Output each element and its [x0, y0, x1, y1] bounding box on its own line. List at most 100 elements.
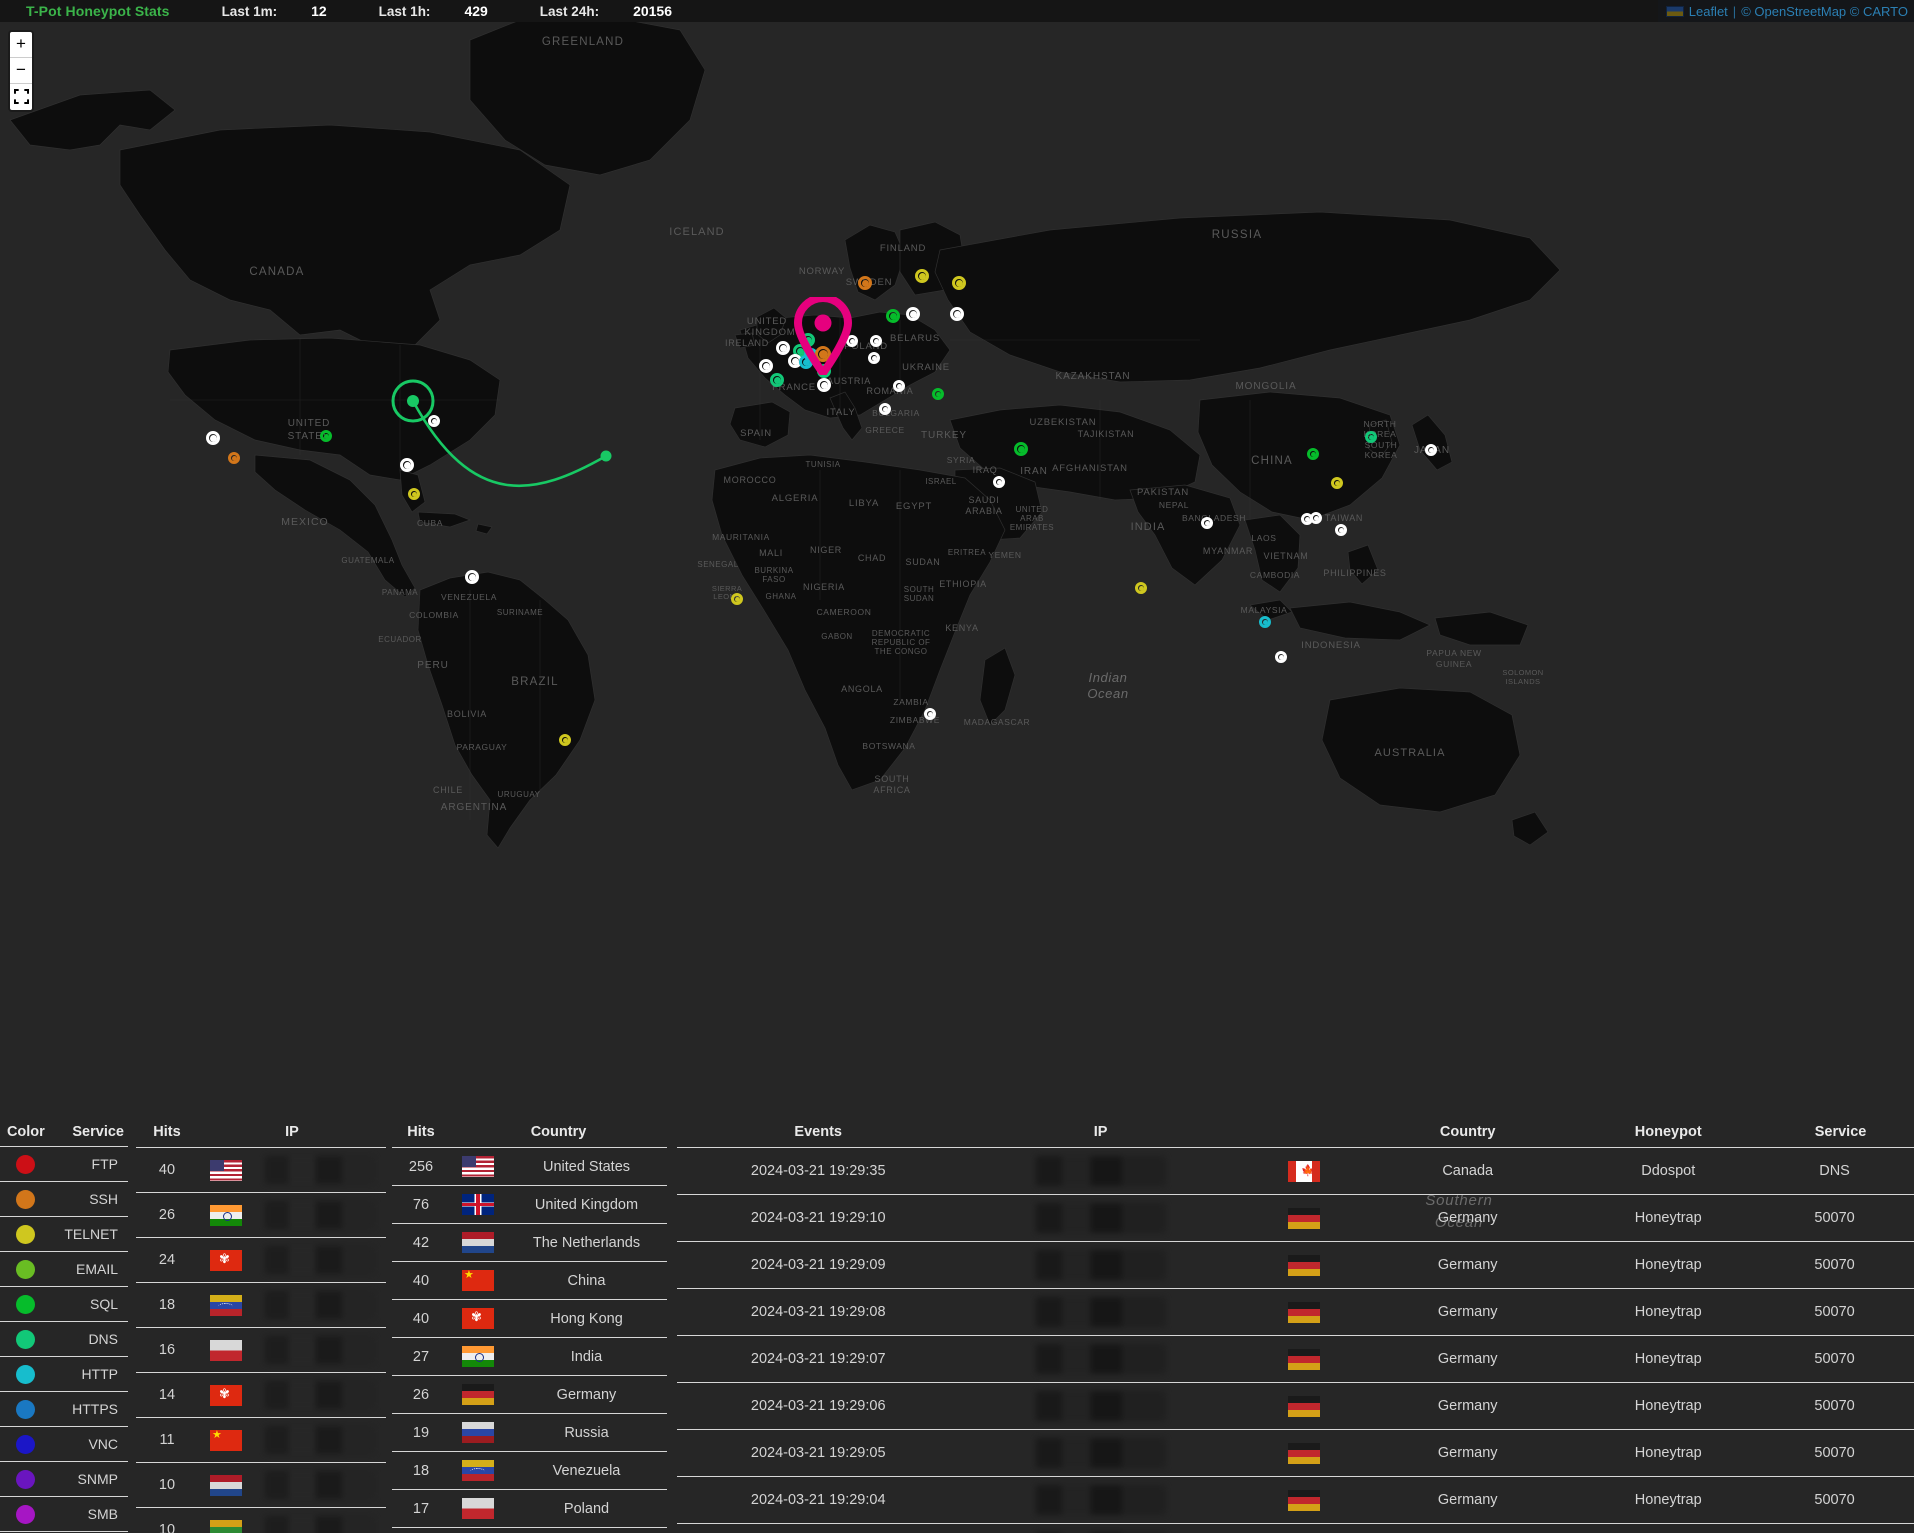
map-label: KOREA — [1363, 429, 1397, 439]
attack-marker[interactable] — [1201, 517, 1213, 529]
hits-cell: 10 — [136, 1462, 198, 1508]
attack-marker[interactable] — [320, 430, 332, 442]
table-row[interactable]: 2024-03-21 19:29:04 Germany Honeytrap 50070 — [677, 1476, 1914, 1524]
table-row[interactable]: 27 India — [392, 1337, 667, 1376]
table-row[interactable]: 26 Germany — [392, 1375, 667, 1414]
table-row[interactable]: 42 The Netherlands — [392, 1223, 667, 1262]
attack-marker[interactable] — [858, 276, 872, 290]
attack-marker[interactable] — [932, 388, 944, 400]
table-row[interactable]: 26 — [136, 1192, 386, 1238]
attack-marker[interactable] — [1425, 444, 1437, 456]
table-row[interactable]: 2024-03-21 19:29:05 Germany Honeytrap 50070 — [677, 1429, 1914, 1477]
table-row[interactable]: 19 Russia — [392, 1413, 667, 1452]
table-row[interactable]: EMAIL — [0, 1251, 128, 1287]
table-row[interactable]: 256 United States — [392, 1147, 667, 1186]
table-row[interactable]: 40 — [136, 1147, 386, 1193]
attack-marker-core — [871, 355, 877, 361]
table-row[interactable]: HTTPS — [0, 1391, 128, 1427]
flag-cell — [1241, 1241, 1367, 1289]
table-row[interactable]: 2024-03-21 19:28:57 United StatesHoneytra… — [677, 1523, 1914, 1533]
table-row[interactable]: 14 — [136, 1372, 386, 1418]
table-row[interactable]: SMB — [0, 1496, 128, 1532]
attack-marker[interactable] — [879, 403, 891, 415]
attack-marker[interactable] — [1135, 582, 1147, 594]
table-row[interactable]: MEDICAL — [0, 1531, 128, 1533]
table-row[interactable]: 10 — [136, 1462, 386, 1508]
stat-label-1h: Last 1h: — [378, 3, 431, 19]
table-row[interactable]: 2024-03-21 19:29:09 Germany Honeytrap 50070 — [677, 1241, 1914, 1289]
zoom-in-button[interactable]: + — [10, 32, 32, 58]
service-legend-panel: Color Service FTP SSH TELNET EMAIL SQL DNS HTT… — [0, 1118, 128, 1533]
attack-marker[interactable] — [915, 269, 929, 283]
attack-marker[interactable] — [465, 570, 479, 584]
table-row[interactable]: SSH — [0, 1181, 128, 1217]
table-row[interactable]: 2024-03-21 19:29:08 Germany Honeytrap 50070 — [677, 1288, 1914, 1336]
attack-marker[interactable] — [1259, 616, 1271, 628]
table-row[interactable]: 18 Venezuela — [392, 1451, 667, 1490]
attack-marker[interactable] — [1301, 513, 1313, 525]
attack-marker[interactable] — [952, 276, 966, 290]
table-row[interactable]: 24 — [136, 1237, 386, 1283]
map-label: ARGENTINA — [440, 802, 508, 813]
attack-marker[interactable] — [1307, 448, 1319, 460]
attack-marker[interactable] — [870, 335, 882, 347]
table-row[interactable]: 40 Hong Kong — [392, 1299, 667, 1338]
table-row[interactable]: 2024-03-21 19:29:35 🍁 Canada Ddospot DNS — [677, 1147, 1914, 1195]
map-label: POLAND — [844, 341, 888, 352]
attack-marker[interactable] — [1335, 524, 1347, 536]
table-row[interactable]: 18 — [136, 1282, 386, 1328]
table-row[interactable]: 76 United Kingdom — [392, 1185, 667, 1224]
table-row[interactable]: SQL — [0, 1286, 128, 1322]
table-row[interactable]: 2024-03-21 19:29:06 Germany Honeytrap 50070 — [677, 1382, 1914, 1430]
attack-marker[interactable] — [993, 476, 1005, 488]
attack-marker[interactable] — [886, 309, 900, 323]
table-row[interactable]: 17 Poland — [392, 1489, 667, 1528]
table-row[interactable]: TELNET — [0, 1216, 128, 1252]
country-cell: Germany — [1366, 1335, 1570, 1383]
attack-marker[interactable] — [1014, 442, 1028, 456]
table-row[interactable]: HTTP — [0, 1356, 128, 1392]
map-label: ROMANIA — [866, 386, 914, 396]
attack-marker[interactable] — [776, 341, 790, 355]
fullscreen-button[interactable] — [10, 84, 32, 110]
attack-marker[interactable] — [906, 307, 920, 321]
attack-marker[interactable] — [815, 346, 831, 362]
attack-marker[interactable] — [868, 352, 880, 364]
zoom-out-button[interactable]: − — [10, 58, 32, 84]
table-row[interactable]: 16 — [136, 1327, 386, 1373]
th-service: Service — [1767, 1118, 1914, 1148]
attack-marker[interactable] — [770, 373, 784, 387]
table-row[interactable]: SNMP — [0, 1461, 128, 1497]
table-row[interactable]: 2024-03-21 19:29:07 Germany Honeytrap 50070 — [677, 1335, 1914, 1383]
attack-marker[interactable] — [228, 452, 240, 464]
attack-marker[interactable] — [1365, 431, 1377, 443]
service-name-cell: SQL — [51, 1286, 128, 1322]
attack-marker[interactable] — [731, 593, 743, 605]
attack-marker[interactable] — [950, 307, 964, 321]
leaflet-link[interactable]: Leaflet — [1688, 3, 1728, 19]
attack-marker[interactable] — [893, 380, 905, 392]
attack-marker[interactable] — [924, 708, 936, 720]
attack-marker[interactable] — [817, 378, 831, 392]
table-row[interactable]: 13 South Korea — [392, 1527, 667, 1533]
home-location-pin[interactable] — [794, 297, 852, 375]
table-row[interactable]: 11 — [136, 1417, 386, 1463]
table-row[interactable]: DNS — [0, 1321, 128, 1357]
osm-carto-link[interactable]: © OpenStreetMap © CARTO — [1741, 3, 1908, 19]
attack-marker[interactable] — [1331, 477, 1343, 489]
attack-marker[interactable] — [759, 359, 773, 373]
attack-marker-core — [411, 491, 417, 497]
table-row[interactable]: FTP — [0, 1146, 128, 1182]
attack-marker[interactable] — [559, 734, 571, 746]
table-row[interactable]: 40 China — [392, 1261, 667, 1300]
map-zoom-controls[interactable]: + − — [8, 30, 34, 112]
attack-marker[interactable] — [206, 431, 220, 445]
map-label: KOREA — [1364, 450, 1398, 460]
table-row[interactable]: VNC — [0, 1426, 128, 1462]
attack-marker[interactable] — [1275, 651, 1287, 663]
table-row[interactable]: 10 — [136, 1507, 386, 1533]
table-row[interactable]: 2024-03-21 19:29:10 Germany Honeytrap 50070 — [677, 1194, 1914, 1242]
attack-marker[interactable] — [846, 335, 858, 347]
attack-marker[interactable] — [408, 488, 420, 500]
